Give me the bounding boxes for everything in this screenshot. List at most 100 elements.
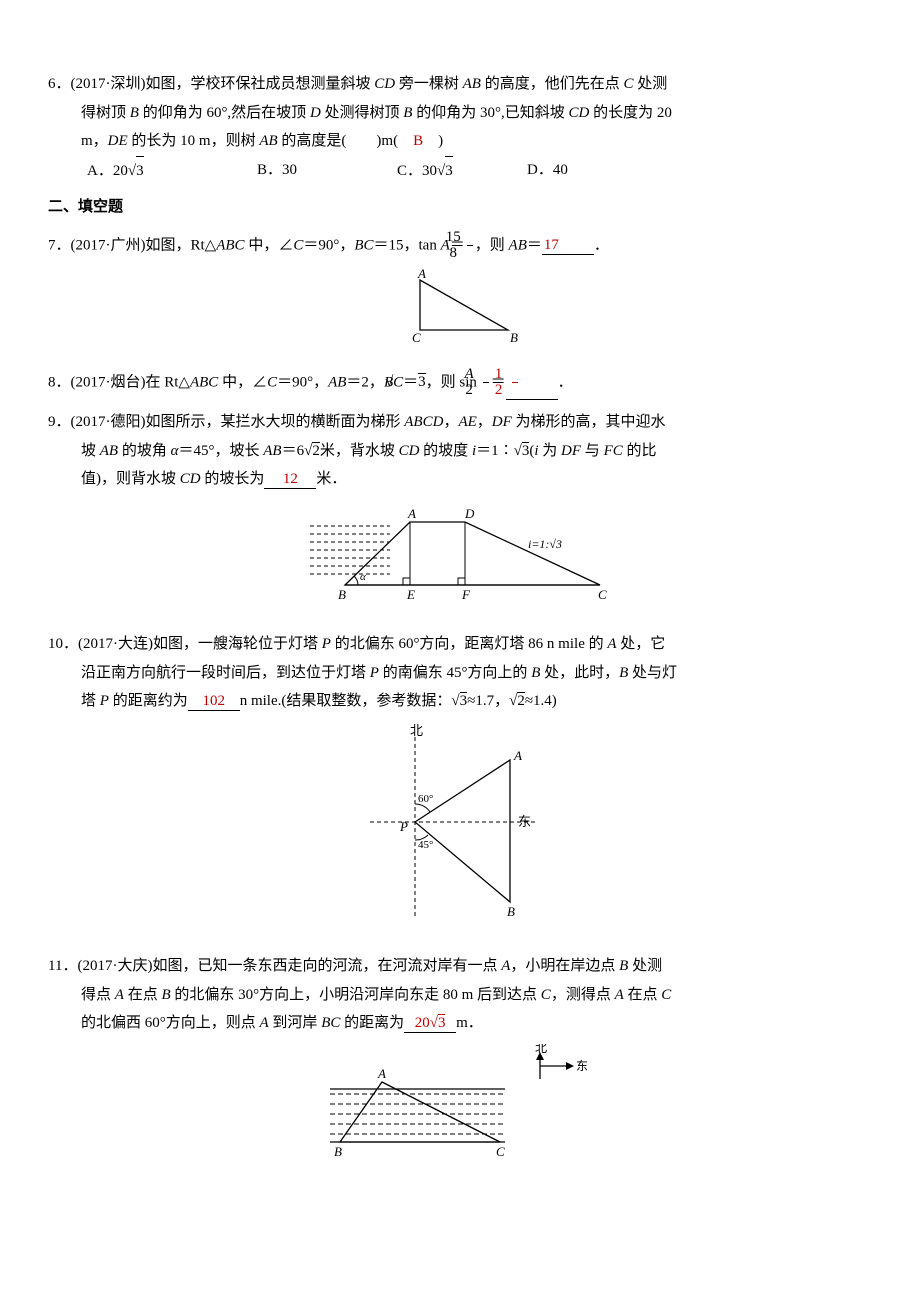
q9-l3b: 的坡长为 xyxy=(201,471,265,487)
fig-A: A xyxy=(513,748,522,763)
q8-t2: 中，∠ xyxy=(218,374,267,390)
q6-line1: 6．(2017·深圳)如图，学校环保社成员想测量斜坡 CD 旁一棵树 AB 的高… xyxy=(48,70,872,99)
q6-line3: m，DE 的长为 10 m，则树 AB 的高度是( )m( B ) xyxy=(48,127,872,156)
q11-a3: A xyxy=(615,987,624,1003)
q8-ans-n: 1 xyxy=(512,367,518,384)
q7-ab: AB xyxy=(509,237,527,253)
q8-sqrt3: 3 xyxy=(418,373,426,390)
question-6: 6．(2017·深圳)如图，学校环保社成员想测量斜坡 CD 旁一棵树 AB 的高… xyxy=(48,70,872,185)
q9-cd2: CD xyxy=(180,471,201,487)
q6-optC: C．30√3 xyxy=(397,156,527,186)
q9-abcd: ABCD xyxy=(404,414,443,430)
q10-l2c: 处，此时， xyxy=(540,665,619,681)
q9-t2: ， xyxy=(443,414,458,430)
fig-B: B xyxy=(507,904,515,919)
q8-ab: AB xyxy=(328,374,346,390)
q9-l2b: 的坡角 xyxy=(118,443,171,459)
q6-t4: 处测 xyxy=(633,76,667,92)
q10-t2: 的北偏东 60°方向，距离灯塔 86 n mile 的 xyxy=(331,636,607,652)
q9-line2: 坡 AB 的坡角 α＝45°，坡长 AB＝6√2米，背水坡 CD 的坡度 i＝1… xyxy=(48,437,872,466)
q6-l2c: 处测得树顶 xyxy=(321,105,404,121)
q11-t3: 处测 xyxy=(628,958,662,974)
fig-A: A xyxy=(407,506,416,521)
q9-ae: AE xyxy=(458,414,476,430)
q11-answer: 20√3 xyxy=(404,1014,456,1033)
q8-fracA-d: 2 xyxy=(483,383,489,399)
q11-a2: A xyxy=(115,987,124,1003)
q8-ans-frac: 12 xyxy=(512,367,518,400)
q9-t1: (2017·德阳)如图所示，某拦水大坝的横断面为梯形 xyxy=(71,414,405,430)
q7-abc: ABC xyxy=(216,237,244,253)
q7-bc: BC xyxy=(354,237,373,253)
fig-C: C xyxy=(496,1144,505,1159)
q11-b2: B xyxy=(161,987,170,1003)
q9-l2f: 的坡度 xyxy=(419,443,472,459)
q9-ab2: AB xyxy=(263,443,281,459)
fig-A: A xyxy=(417,268,426,281)
q9-l2g: ＝1∶ xyxy=(476,443,514,459)
q10-l3b: 的距离约为 xyxy=(109,693,188,709)
q6-t1: (2017·深圳)如图，学校环保社成员想测量斜坡 xyxy=(71,76,375,92)
sqrt-icon: √ xyxy=(437,157,445,186)
q9-fc: FC xyxy=(604,443,623,459)
fig-east: 东 xyxy=(518,814,531,829)
q8-t1: (2017·烟台)在 Rt△ xyxy=(71,374,190,390)
fig-north: 北 xyxy=(410,723,423,738)
q11-line2: 得点 A 在点 B 的北偏东 30°方向上，小明沿河岸向东走 80 m 后到达点… xyxy=(48,981,872,1010)
question-8: 8．(2017·烟台)在 Rt△ABC 中，∠C＝90°，AB＝2，BC＝√3，… xyxy=(48,367,872,401)
q11-a4: A xyxy=(260,1015,269,1031)
q8-abc: ABC xyxy=(190,374,218,390)
q10-p3: P xyxy=(100,693,109,709)
q6-optB: B．30 xyxy=(257,156,397,186)
q9-num: 9． xyxy=(48,414,71,430)
q6-optA-l: A．20 xyxy=(87,157,128,186)
q9-l3a: 值)，则背水坡 xyxy=(81,471,180,487)
q10-num: 10． xyxy=(48,636,78,652)
q6-d: D xyxy=(310,105,321,121)
sqrt-icon: √ xyxy=(514,437,522,466)
q10-l3e: ≈1.4) xyxy=(525,693,557,709)
q8-t4: ＝2， xyxy=(346,374,384,390)
fig-45: 45° xyxy=(418,839,433,851)
river-icon: 北 东 A B C xyxy=(310,1044,610,1164)
q6-cd2: CD xyxy=(568,105,589,121)
q9-l2k: 的比 xyxy=(623,443,657,459)
fig-D: D xyxy=(464,506,475,521)
q11-l2e: 在点 xyxy=(624,987,662,1003)
q11-num: 11． xyxy=(48,958,77,974)
q9-l2i: 为 xyxy=(539,443,562,459)
q9-cd: CD xyxy=(399,443,420,459)
question-10: 10．(2017·大连)如图，一艘海轮位于灯塔 P 的北偏东 60°方向，距离灯… xyxy=(48,630,872,942)
q7-c: C xyxy=(293,237,303,253)
q8-t5: ＝ xyxy=(403,374,418,390)
q6-num: 6． xyxy=(48,76,71,92)
q10-l2d: 处与灯 xyxy=(628,665,677,681)
q11-l2d: ，测得点 xyxy=(551,987,615,1003)
q6-optA-r: 3 xyxy=(136,156,144,186)
q7-t8: ． xyxy=(594,237,609,253)
q10-t1: (2017·大连)如图，一艘海轮位于灯塔 xyxy=(78,636,322,652)
q8-line1: 8．(2017·烟台)在 Rt△ABC 中，∠C＝90°，AB＝2，BC＝√3，… xyxy=(48,367,872,401)
q7-t2: 中，∠ xyxy=(245,237,294,253)
q9-l3c: 米． xyxy=(316,471,346,487)
question-9: 9．(2017·德阳)如图所示，某拦水大坝的横断面为梯形 ABCD，AE，DF … xyxy=(48,408,872,620)
q6-optD: D．40 xyxy=(527,156,568,186)
q6-l3b: 的长为 10 m，则树 xyxy=(128,133,260,149)
fig-B: B xyxy=(334,1144,342,1159)
q6-cd: CD xyxy=(374,76,395,92)
q6-optC-r: 3 xyxy=(445,156,453,186)
fig-C: C xyxy=(412,330,421,345)
q10-b: B xyxy=(531,665,540,681)
q6-ab2: AB xyxy=(259,133,277,149)
q8-answer: 12 xyxy=(506,367,558,401)
sqrt-icon: √ xyxy=(430,1014,438,1032)
q6-optA: A．20√3 xyxy=(87,156,257,186)
q6-ab: AB xyxy=(463,76,481,92)
q7-figure: A C B xyxy=(48,268,872,357)
q7-num: 7． xyxy=(48,237,71,253)
q11-line1: 11．(2017·大庆)如图，已知一条东西走向的河流，在河流对岸有一点 A，小明… xyxy=(48,952,872,981)
q11-a: A xyxy=(501,958,510,974)
q10-figure: 北 东 P A B 60° 45° xyxy=(48,722,872,943)
q10-p: P xyxy=(322,636,331,652)
q9-l2a: 坡 xyxy=(81,443,100,459)
